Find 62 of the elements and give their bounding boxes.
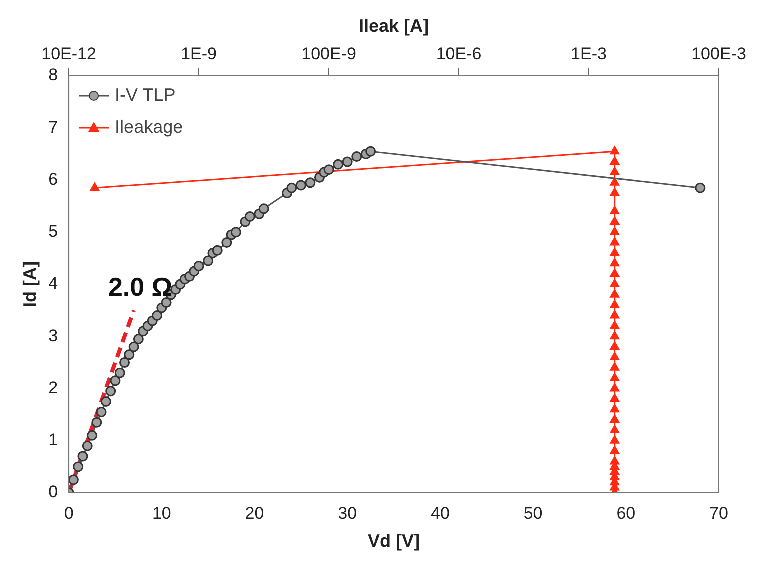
legend-label: I-V TLP bbox=[115, 84, 176, 105]
point bbox=[230, 227, 242, 238]
y-tick-label: 6 bbox=[48, 170, 58, 189]
x2-tick-label: 1E-3 bbox=[571, 44, 607, 64]
y-axis-title: Id [A] bbox=[20, 262, 40, 308]
x2-tick-label: 10E-6 bbox=[436, 44, 482, 64]
point bbox=[296, 180, 306, 191]
point bbox=[212, 245, 223, 256]
x-tick-label: 70 bbox=[710, 504, 728, 523]
point bbox=[73, 462, 84, 472]
x-tick-label: 60 bbox=[616, 504, 636, 523]
point bbox=[695, 182, 706, 194]
point bbox=[110, 376, 121, 386]
point bbox=[366, 146, 376, 157]
point bbox=[114, 368, 126, 378]
y-tick-label: 0 bbox=[48, 482, 58, 502]
point bbox=[352, 152, 362, 162]
point bbox=[87, 430, 98, 441]
point bbox=[100, 396, 112, 408]
x-axis-title: Vd [V] bbox=[368, 531, 420, 552]
legend-label: Ileakage bbox=[115, 116, 184, 137]
x-tick-label: 30 bbox=[338, 504, 358, 523]
x2-tick-label: 1E-9 bbox=[181, 44, 218, 64]
point bbox=[133, 334, 144, 344]
point bbox=[286, 182, 298, 194]
x2-tick-label: 100E-9 bbox=[302, 44, 356, 64]
point bbox=[82, 440, 93, 452]
y-tick-label: 4 bbox=[48, 274, 58, 294]
x2-tick-label: 100E-3 bbox=[692, 44, 746, 64]
y-tick-label: 7 bbox=[48, 118, 58, 137]
y-tick-label: 5 bbox=[48, 222, 58, 242]
point bbox=[124, 350, 135, 360]
x2-axis-title: Ileak [A] bbox=[359, 16, 430, 36]
point bbox=[106, 386, 116, 397]
point bbox=[244, 211, 256, 222]
point bbox=[324, 164, 334, 176]
y-tick-label: 8 bbox=[48, 66, 58, 85]
point bbox=[222, 238, 232, 248]
x-tick-label: 20 bbox=[245, 504, 264, 523]
point bbox=[78, 451, 88, 462]
y-tick-label: 3 bbox=[48, 326, 58, 346]
point bbox=[120, 357, 130, 368]
point bbox=[161, 297, 172, 308]
point bbox=[333, 159, 344, 170]
x-tick-label: 10 bbox=[152, 504, 172, 523]
point bbox=[92, 417, 102, 428]
point bbox=[96, 406, 107, 418]
x-tick-label: 50 bbox=[524, 504, 543, 523]
y-tick-label: 2 bbox=[48, 378, 58, 398]
point bbox=[128, 342, 140, 352]
point bbox=[305, 178, 316, 188]
x2-tick-label: 10E-12 bbox=[42, 44, 96, 64]
point bbox=[194, 261, 204, 272]
point bbox=[69, 474, 79, 486]
x-tick-label: 40 bbox=[430, 504, 450, 523]
point bbox=[258, 204, 270, 214]
point bbox=[152, 310, 163, 322]
point bbox=[203, 256, 214, 266]
x-tick-label: 0 bbox=[64, 504, 74, 523]
annotation: 2.0 Ω bbox=[108, 272, 173, 302]
y-tick-label: 1 bbox=[48, 430, 58, 450]
point bbox=[342, 156, 353, 168]
